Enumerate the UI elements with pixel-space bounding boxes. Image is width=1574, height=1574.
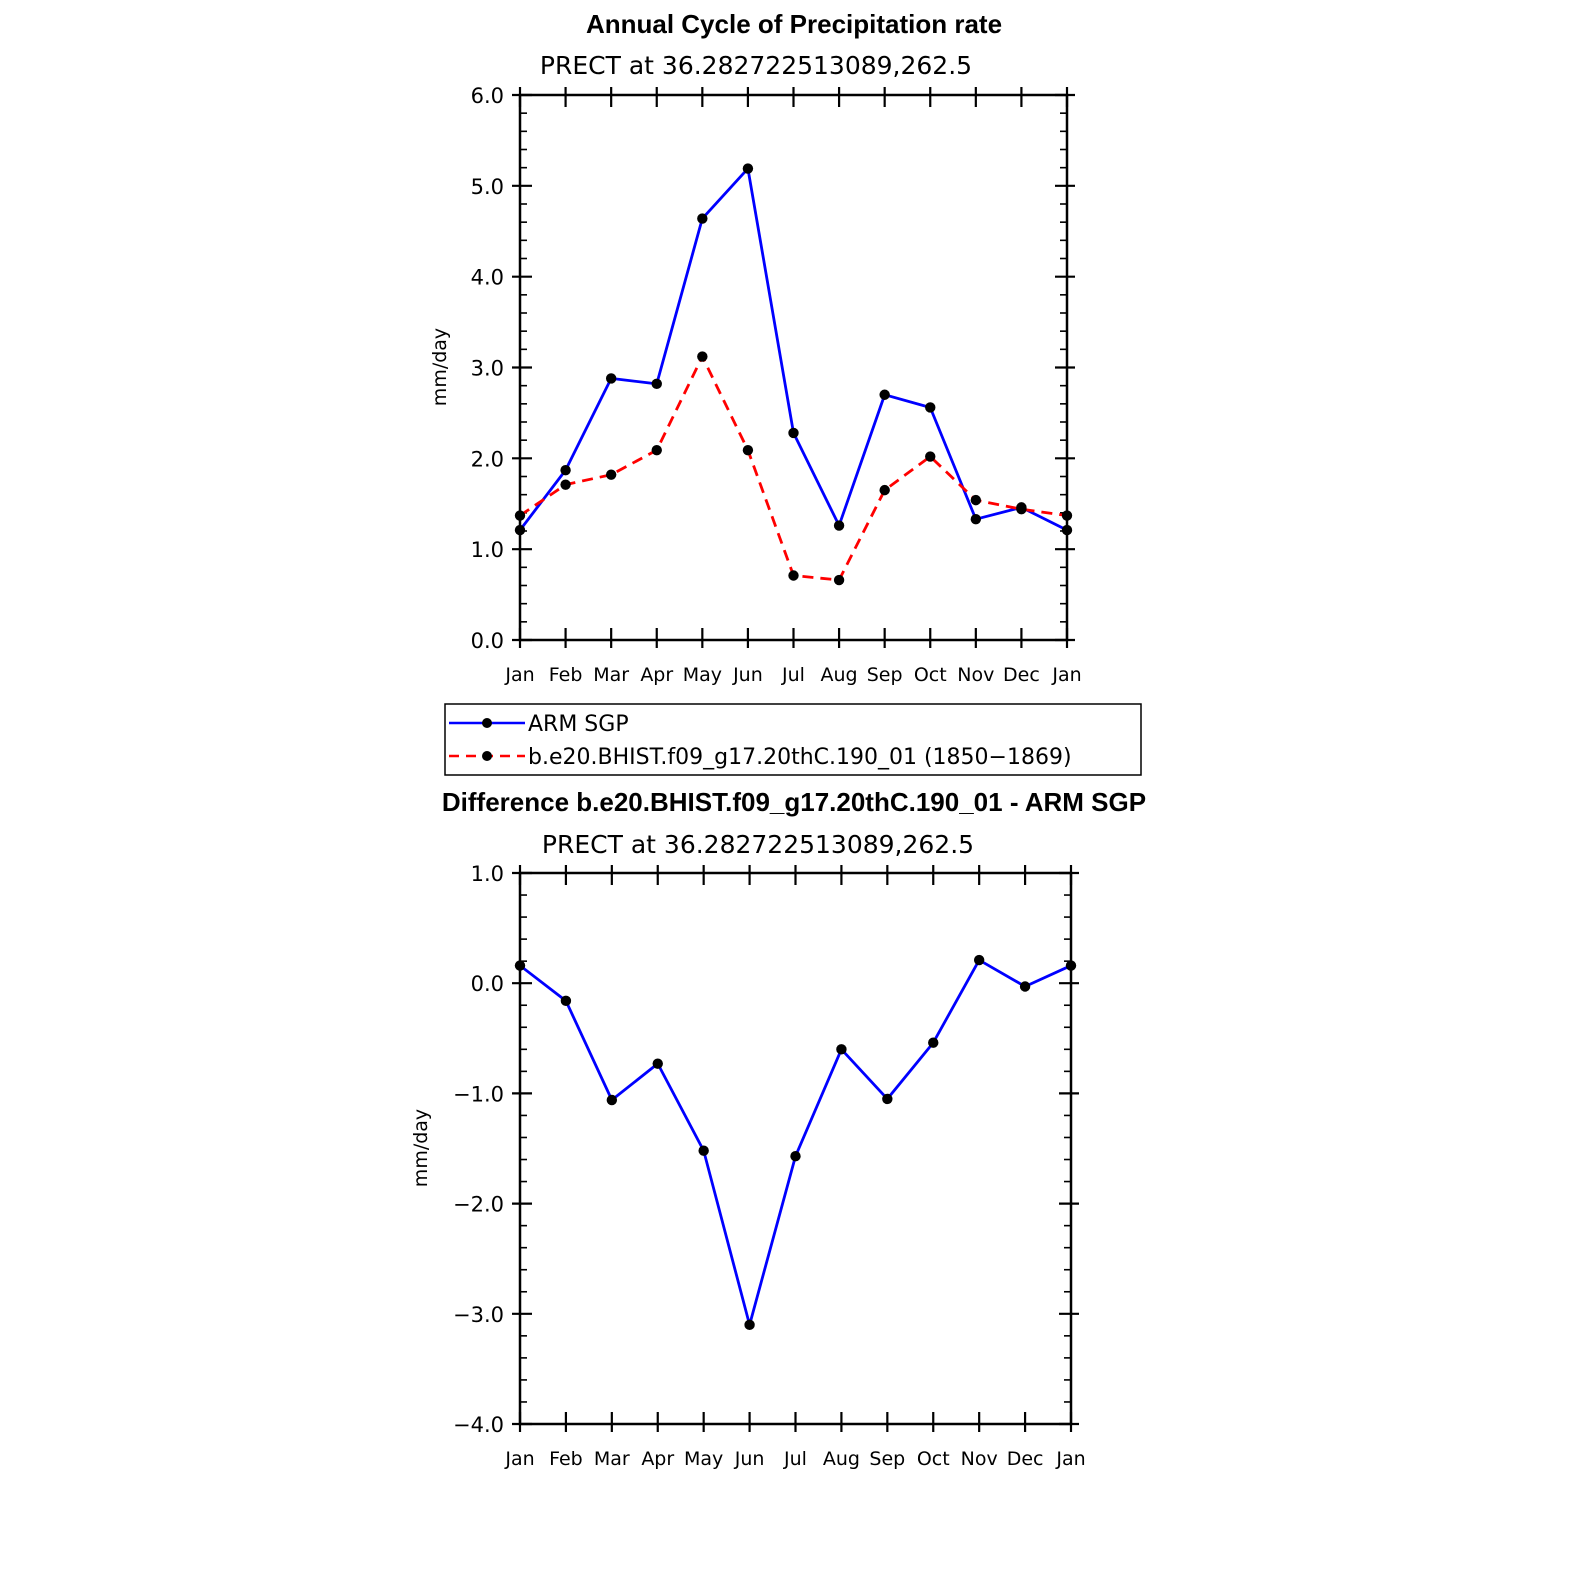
x-tick-label: Feb bbox=[549, 1448, 583, 1470]
chart-subtitle: PRECT at 36.282722513089,262.5 bbox=[542, 830, 974, 859]
y-tick-label: 4.0 bbox=[471, 266, 504, 290]
data-point-s0-5 bbox=[744, 1319, 755, 1331]
series-line-0 bbox=[519, 958, 1072, 1327]
plot-frame bbox=[518, 93, 1069, 642]
x-tick-label: Sep bbox=[869, 1448, 905, 1470]
data-point-s1-8 bbox=[879, 484, 890, 496]
plot-frame bbox=[518, 871, 1073, 1426]
x-tick-label: Jul bbox=[783, 1448, 807, 1470]
x-tick-label: Aug bbox=[821, 664, 858, 686]
x-tick-label: Apr bbox=[641, 1448, 674, 1470]
x-tick-label: Jan bbox=[504, 664, 534, 686]
x-tick-label: May bbox=[683, 664, 722, 686]
data-point-s0-0 bbox=[514, 960, 526, 971]
data-point-s0-4 bbox=[697, 213, 708, 224]
data-point-s1-2 bbox=[605, 469, 617, 480]
precip-annual-cycle-panel: Annual Cycle of Precipitation rate PRECT… bbox=[429, 9, 1082, 686]
x-tick-label: Oct bbox=[914, 664, 947, 686]
data-point-s1-4 bbox=[697, 351, 708, 362]
y-tick-label: −1.0 bbox=[453, 1082, 504, 1106]
plot-area: −4.0 −3.0 −2.0 −1.0 0.0 1.0 Jan Feb Mar Apr May Jun… bbox=[453, 862, 1086, 1470]
y-axis-label: mm/day bbox=[429, 328, 451, 406]
y-tick-label: 5.0 bbox=[471, 175, 504, 199]
x-tick-label: Dec bbox=[1007, 1448, 1044, 1470]
y-tick-label: 6.0 bbox=[471, 84, 504, 108]
data-point-s0-4 bbox=[698, 1145, 709, 1156]
x-tick-label: Jun bbox=[732, 664, 763, 686]
y-tick-label: 0.0 bbox=[471, 972, 504, 996]
data-point-s1-3 bbox=[651, 444, 662, 456]
data-point-s0-7 bbox=[833, 520, 845, 531]
data-point-s1-6 bbox=[788, 570, 799, 581]
x-tick-label: Dec bbox=[1003, 664, 1040, 686]
legend-box bbox=[444, 703, 1142, 776]
y-tick-label: 1.0 bbox=[471, 538, 504, 562]
y-tick-label: 0.0 bbox=[471, 629, 504, 653]
data-point-s1-1 bbox=[560, 479, 571, 490]
x-tick-label: Apr bbox=[640, 664, 673, 686]
data-point-s0-0 bbox=[514, 524, 526, 536]
data-point-s1-11 bbox=[1016, 504, 1027, 515]
data-point-s0-1 bbox=[560, 464, 571, 476]
data-point-s0-6 bbox=[790, 1151, 801, 1162]
x-tick-label: Jul bbox=[781, 664, 805, 686]
x-tick-label: Mar bbox=[593, 664, 629, 686]
data-point-s1-5 bbox=[742, 444, 754, 456]
data-point-s1-7 bbox=[833, 574, 845, 586]
data-point-s0-9 bbox=[928, 1037, 939, 1048]
data-point-s0-10 bbox=[970, 513, 982, 525]
data-point-s0-6 bbox=[788, 427, 799, 439]
x-tick-label: Jan bbox=[1051, 664, 1081, 686]
data-point-s0-5 bbox=[742, 163, 754, 174]
data-point-s0-7 bbox=[836, 1044, 847, 1055]
plot-area: 0.0 1.0 2.0 3.0 4.0 5.0 6.0 Jan Feb Mar Apr May Jun J… bbox=[471, 84, 1082, 686]
data-point-s0-11 bbox=[1019, 981, 1031, 992]
data-point-s0-12 bbox=[1061, 524, 1073, 536]
series-line-1 bbox=[519, 355, 1068, 582]
y-tick-label: 1.0 bbox=[471, 862, 504, 886]
data-point-s1-12 bbox=[1061, 510, 1073, 521]
x-tick-label: Jan bbox=[504, 1448, 534, 1470]
difference-panel: Difference b.e20.BHIST.f09_g17.20thC.190… bbox=[410, 787, 1146, 1470]
y-tick-label: −2.0 bbox=[453, 1193, 504, 1217]
chart-title: Difference b.e20.BHIST.f09_g17.20thC.190… bbox=[442, 787, 1146, 817]
x-tick-label: May bbox=[684, 1448, 723, 1470]
chart-title: Annual Cycle of Precipitation rate bbox=[586, 9, 1002, 39]
y-tick-label: −4.0 bbox=[453, 1413, 504, 1437]
data-point-s0-9 bbox=[925, 402, 936, 413]
x-tick-label: Jan bbox=[1055, 1448, 1085, 1470]
y-axis-label: mm/day bbox=[410, 1109, 432, 1187]
x-tick-label: Aug bbox=[823, 1448, 860, 1470]
legend-label-arm-sgp: ARM SGP bbox=[528, 712, 629, 737]
x-tick-label: Nov bbox=[957, 664, 994, 686]
y-tick-label: 3.0 bbox=[471, 357, 504, 381]
x-tick-label: Sep bbox=[867, 664, 903, 686]
legend: ARM SGP b.e20.BHIST.f09_g17.20thC.190_01… bbox=[444, 703, 1142, 776]
data-point-s0-2 bbox=[605, 373, 617, 384]
data-point-s0-3 bbox=[651, 378, 662, 390]
x-tick-label: Nov bbox=[961, 1448, 998, 1470]
chart-subtitle: PRECT at 36.282722513089,262.5 bbox=[540, 51, 972, 80]
data-point-s1-9 bbox=[925, 451, 936, 462]
data-point-s0-12 bbox=[1065, 960, 1077, 971]
x-tick-label: Jun bbox=[734, 1448, 765, 1470]
legend-label-model: b.e20.BHIST.f09_g17.20thC.190_01 (1850−1… bbox=[528, 745, 1072, 770]
x-tick-label: Oct bbox=[917, 1448, 950, 1470]
data-point-s0-3 bbox=[652, 1058, 663, 1069]
data-point-s1-10 bbox=[970, 494, 982, 506]
data-point-s0-2 bbox=[606, 1094, 618, 1106]
x-tick-label: Feb bbox=[549, 664, 583, 686]
y-tick-label: −3.0 bbox=[453, 1303, 504, 1327]
y-tick-label: 2.0 bbox=[471, 447, 504, 471]
data-point-s0-8 bbox=[882, 1093, 893, 1105]
legend-marker-model bbox=[482, 751, 492, 761]
data-point-s1-0 bbox=[514, 510, 526, 521]
legend-marker-arm-sgp bbox=[482, 718, 492, 728]
data-point-s0-8 bbox=[879, 389, 890, 400]
x-tick-label: Mar bbox=[594, 1448, 630, 1470]
data-point-s0-10 bbox=[973, 954, 985, 966]
data-point-s0-1 bbox=[560, 995, 572, 1007]
